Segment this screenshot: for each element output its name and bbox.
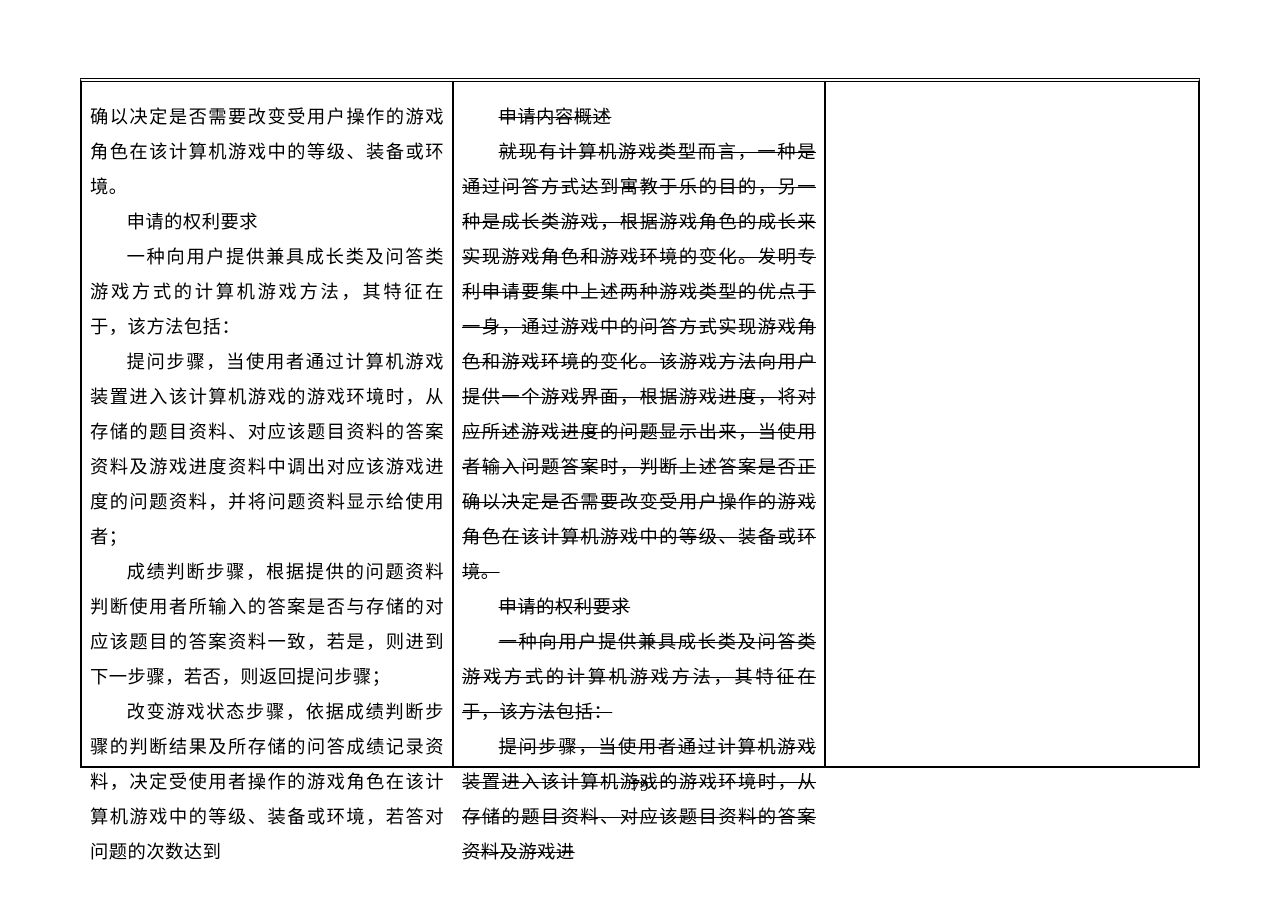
para-c1-5: 成绩判断步骤，根据提供的问题资料判断使用者所输入的答案是否与存储的对应该题目的答… [90,555,444,695]
column-3-empty [826,82,1198,766]
page-content-frame: 确以决定是否需要改变受用户操作的游戏角色在该计算机游戏中的等级、装备或环境。 申… [80,78,1200,768]
para-c1-3: 一种向用户提供兼具成长类及问答类游戏方式的计算机游戏方法，其特征在于，该方法包括… [90,240,444,345]
para-c2-3-heading-strikethrough: 申请的权利要求 [462,590,816,625]
para-c2-2-strikethrough: 就现有计算机游戏类型而言，一种是通过问答方式达到寓教于乐的目的，另一种是成长类游… [462,135,816,590]
para-c1-1: 确以决定是否需要改变受用户操作的游戏角色在该计算机游戏中的等级、装备或环境。 [90,100,444,205]
para-c1-2-heading: 申请的权利要求 [90,205,444,240]
para-c1-4: 提问步骤，当使用者通过计算机游戏装置进入该计算机游戏的游戏环境时，从存储的题目资… [90,345,444,555]
para-c2-4-strikethrough: 一种向用户提供兼具成长类及问答类游戏方式的计算机游戏方法，其特征在于，该方法包括… [462,625,816,730]
column-1: 确以决定是否需要改变受用户操作的游戏角色在该计算机游戏中的等级、装备或环境。 申… [82,82,454,766]
para-c2-5-strikethrough: 提问步骤，当使用者通过计算机游戏装置进入该计算机游戏的游戏环境时，从存储的题目资… [462,730,816,870]
page-number: 79 [0,776,1280,796]
para-c2-1-heading-strikethrough: 申请内容概述 [462,100,816,135]
column-2: 申请内容概述 就现有计算机游戏类型而言，一种是通过问答方式达到寓教于乐的目的，另… [454,82,826,766]
